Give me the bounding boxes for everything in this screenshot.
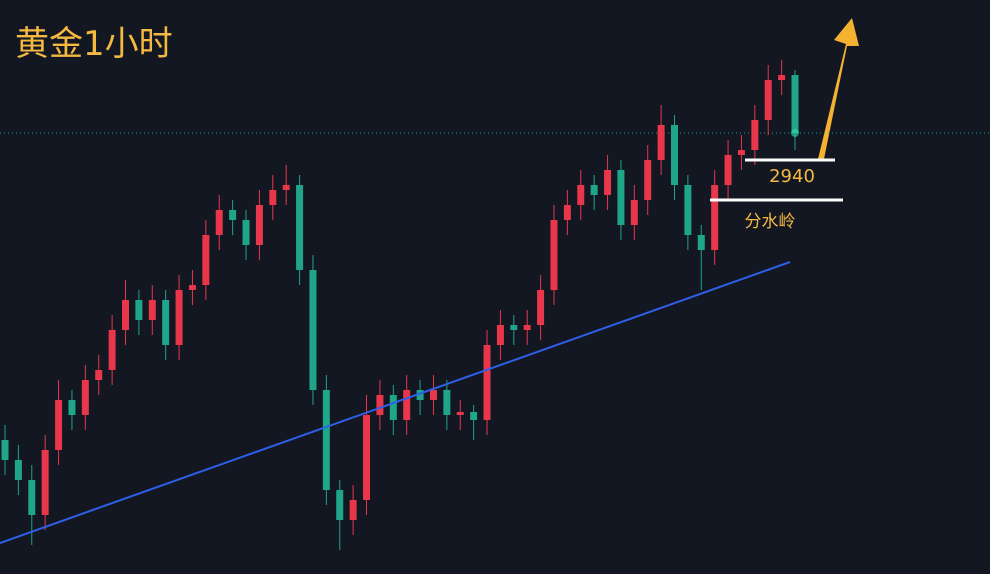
candle-body (496, 325, 504, 345)
candle-body (644, 160, 652, 200)
candle-body (697, 235, 705, 250)
candle-body (122, 300, 130, 330)
up-arrow (818, 18, 859, 159)
candle-body (711, 185, 719, 250)
candle-body (684, 185, 692, 235)
candle-body (376, 395, 384, 415)
candle-body (657, 125, 665, 160)
candle-body (322, 390, 330, 490)
candle-body (269, 190, 277, 205)
candle-body (363, 415, 371, 500)
candle-body (242, 220, 250, 245)
candle-body (148, 300, 156, 320)
candle-body (55, 400, 63, 450)
candle-body (483, 345, 491, 420)
candle-body (456, 412, 464, 415)
candle-body (416, 390, 424, 400)
candle-body (68, 400, 76, 415)
candle-body (510, 325, 518, 330)
candle-body (563, 205, 571, 220)
candle-body (108, 330, 116, 370)
candle-body (470, 412, 478, 420)
candle-body (403, 390, 411, 420)
level-label: 分水岭 (745, 212, 796, 232)
candle-body (296, 185, 304, 270)
candle-body (14, 460, 22, 480)
candle-body (577, 185, 585, 205)
candle-body (188, 285, 196, 290)
candle-body (282, 185, 290, 190)
candle-body (41, 450, 49, 515)
candle-body (590, 185, 598, 195)
candle-body (617, 170, 625, 225)
candle-body (95, 370, 103, 380)
candle-body (737, 150, 745, 155)
candle-body (443, 390, 451, 415)
candle-body (724, 155, 732, 185)
candle-body (349, 500, 357, 520)
trendline (0, 261, 791, 544)
candle-body (537, 290, 545, 325)
candle-body (429, 390, 437, 400)
candle-body (229, 210, 237, 220)
candle-body (255, 205, 263, 245)
last-price-glow (791, 129, 799, 137)
candle-body (28, 480, 36, 515)
candle-body (215, 210, 223, 235)
candle-body (135, 300, 143, 320)
candle-body (751, 120, 759, 150)
candle-body (162, 300, 170, 345)
candle-body (523, 325, 531, 330)
candle-body (336, 490, 344, 520)
candle-body (604, 170, 612, 195)
candle-body (309, 270, 317, 390)
level-label: 2940 (769, 166, 815, 187)
chart-title: 黄金1小时 (15, 24, 173, 64)
candle-body (791, 75, 799, 133)
candle-body (630, 200, 638, 225)
candle-body (550, 220, 558, 290)
candle-body (764, 80, 772, 120)
candle-body (670, 125, 678, 185)
candle-body (175, 290, 183, 345)
candle-body (81, 380, 89, 415)
candle-body (1, 440, 9, 460)
candle-body (202, 235, 210, 285)
candle-body (389, 395, 397, 420)
candle-body (778, 75, 786, 80)
